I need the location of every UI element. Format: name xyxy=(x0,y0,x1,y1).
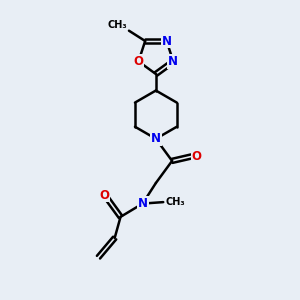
Text: N: N xyxy=(151,132,161,145)
Text: N: N xyxy=(138,197,148,210)
Text: N: N xyxy=(162,34,172,47)
Text: CH₃: CH₃ xyxy=(166,197,185,207)
Text: O: O xyxy=(99,188,110,202)
Text: CH₃: CH₃ xyxy=(108,20,128,30)
Text: O: O xyxy=(134,55,143,68)
Text: O: O xyxy=(191,150,202,163)
Text: N: N xyxy=(168,55,178,68)
